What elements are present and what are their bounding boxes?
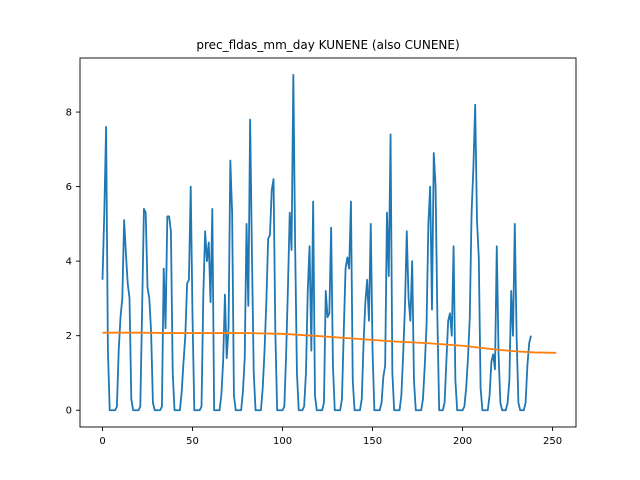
x-tick-label: 250 (543, 436, 562, 447)
y-tick-label: 8 (66, 108, 72, 119)
axes-layer: 0 50 100 150 200 250 0 2 4 6 8 (66, 57, 577, 447)
x-tick-label: 150 (363, 436, 382, 447)
x-tick-label: 100 (273, 436, 292, 447)
y-tick-label: 0 (66, 406, 72, 417)
x-tick-label: 200 (453, 436, 472, 447)
y-tick-label: 6 (66, 182, 72, 193)
series-layer (101, 73, 557, 412)
x-tick-label: 50 (186, 436, 199, 447)
series-line-1 (101, 73, 532, 412)
series-line-2 (102, 331, 557, 354)
x-tick-label: 0 (99, 436, 105, 447)
y-tick-label: 2 (66, 331, 72, 342)
y-tick-label: 4 (66, 257, 72, 268)
chart-title: prec_fldas_mm_day KUNENE (also CUNENE) (196, 38, 459, 52)
axes-frame (79, 57, 577, 428)
